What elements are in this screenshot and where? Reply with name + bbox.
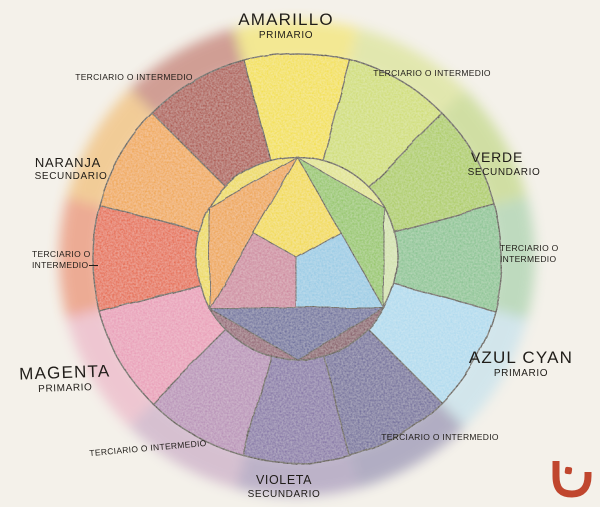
logo-dot	[564, 466, 573, 475]
label-verde: VERDE SECUNDARIO	[454, 149, 541, 179]
label-terciario-top-left: TERCIARIO O INTERMEDIO	[75, 72, 193, 82]
inner-circle-outline	[195, 156, 399, 360]
logo-bowl-stroke	[552, 461, 592, 498]
label-amarillo: AMARILLO PRIMARIO	[238, 9, 334, 43]
label-naranja-title: NARANJA	[34, 155, 102, 170]
label-terciario-left-line1: TERCIARIO O	[32, 249, 91, 259]
label-terciario-left-line2: INTERMEDIO	[32, 259, 99, 271]
label-terciario-left: TERCIARIO O INTERMEDIO	[32, 249, 99, 271]
label-amarillo-sub: PRIMARIO	[258, 30, 314, 42]
pencil-spill-naranja	[67, 89, 158, 208]
label-azul-cyan-title: AZUL CYAN	[468, 348, 574, 367]
label-violeta-sub: SECUNDARIO	[247, 488, 321, 500]
label-azul-cyan-sub: PRIMARIO	[493, 368, 549, 380]
label-terciario-left-line2-text: INTERMEDIO	[32, 259, 89, 270]
label-terciario-right: TERCIARIO O INTERMEDIO	[500, 243, 559, 264]
inner-kite-magenta	[208, 232, 298, 309]
label-amarillo-title: AMARILLO	[238, 10, 334, 29]
label-verde-title: VERDE	[470, 149, 524, 165]
pencil-spill-azul-violaceo	[347, 397, 466, 488]
publisher-logo	[552, 461, 592, 498]
label-naranja-sub: SECUNDARIO	[34, 171, 108, 183]
label-magenta-title: MAGENTA	[18, 361, 111, 384]
label-naranja: NARANJA SECUNDARIO	[29, 155, 108, 184]
label-magenta: MAGENTA PRIMARIO	[19, 360, 111, 397]
label-terciario-right-line1: TERCIARIO O	[500, 243, 559, 253]
label-violeta: VIOLETA SECUNDARIO	[248, 473, 321, 501]
label-azul-cyan: AZUL CYAN PRIMARIO	[469, 347, 573, 381]
label-verde-sub: SECUNDARIO	[467, 166, 541, 178]
label-terciario-right-line2: INTERMEDIO	[500, 253, 557, 264]
pencil-spill-rojo-oscuro	[128, 28, 247, 119]
pencil-spill-amarillo-verdoso	[347, 28, 466, 119]
outer-circle-outline	[91, 52, 503, 464]
pencil-spill-azul-cyan	[436, 308, 527, 427]
pencil-spill-magenta	[67, 308, 158, 427]
label-terciario-top-right: TERCIARIO O INTERMEDIO	[373, 68, 491, 78]
label-violeta-title: VIOLETA	[255, 473, 313, 487]
label-terciario-bottom-right: TERCIARIO O INTERMEDIO	[381, 432, 499, 442]
pencil-spill-verde	[436, 89, 527, 208]
leader-line	[89, 264, 99, 266]
pencil-spill-violeta-rojizo	[128, 397, 247, 488]
